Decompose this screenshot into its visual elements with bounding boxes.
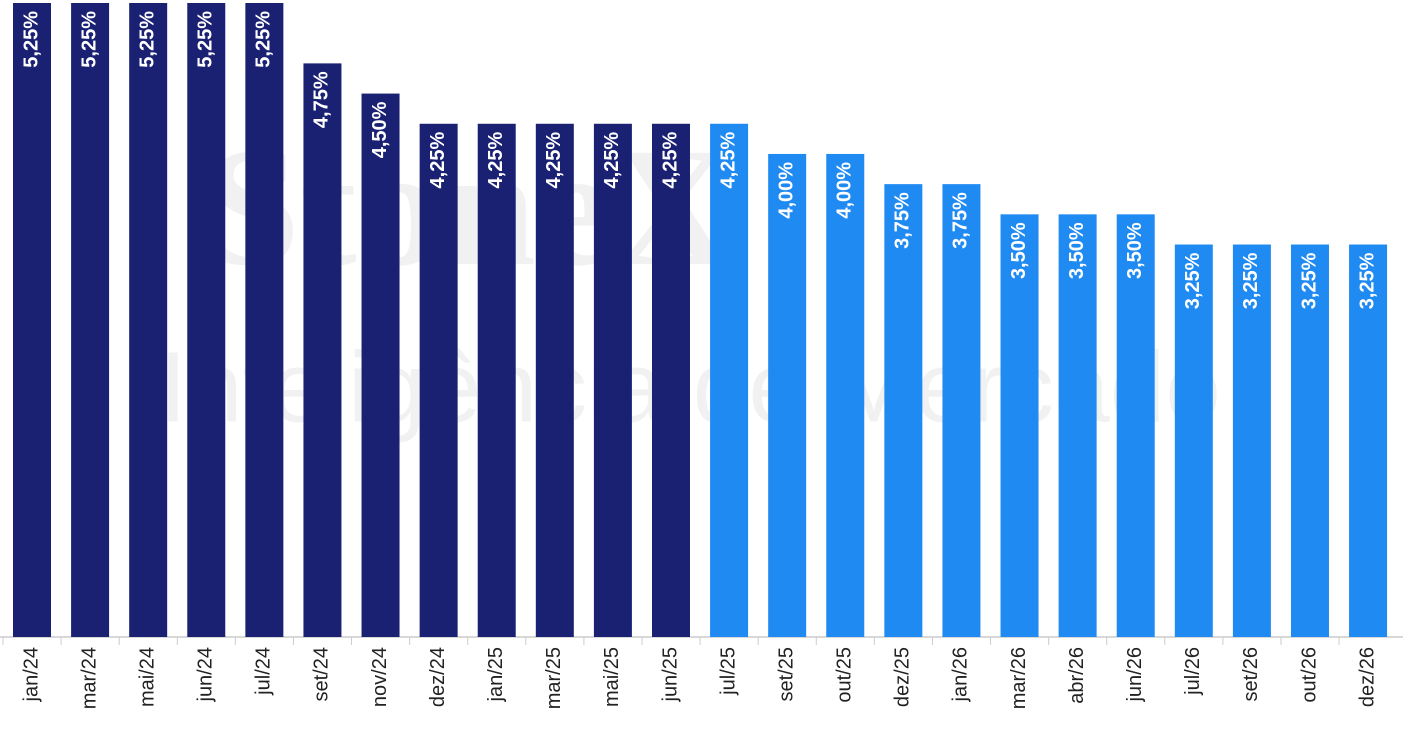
bar: [535, 123, 574, 637]
bar: [1174, 244, 1213, 637]
bar: [1349, 244, 1388, 637]
bar: [71, 3, 110, 637]
value-label: 4,25%: [717, 132, 739, 189]
bar: [1058, 214, 1097, 638]
x-tick-label: jul/26: [1182, 647, 1204, 696]
value-label: 5,25%: [253, 11, 275, 68]
value-label: 4,00%: [834, 162, 856, 219]
value-label: 4,25%: [427, 132, 449, 189]
x-tick-label: jul/24: [253, 647, 275, 696]
value-label: 3,50%: [1124, 222, 1146, 279]
value-label: 3,50%: [1008, 222, 1030, 279]
bar: [593, 123, 632, 637]
x-tick-label: jun/25: [659, 647, 681, 703]
value-label: 3,25%: [1240, 252, 1262, 309]
value-label: 4,00%: [775, 162, 797, 219]
value-label: 3,75%: [892, 192, 914, 249]
x-tick-label: abr/26: [1066, 647, 1088, 704]
value-label: 5,25%: [136, 11, 158, 68]
value-label: 3,25%: [1182, 252, 1204, 309]
x-tick-label: mai/24: [136, 647, 158, 707]
x-tick-label: out/26: [1298, 647, 1320, 703]
bar: [13, 3, 51, 637]
value-label: 4,75%: [311, 71, 333, 128]
x-tick-label: out/25: [834, 647, 856, 703]
x-tick-label: dez/26: [1356, 647, 1378, 707]
bar: [245, 3, 284, 637]
value-label: 3,50%: [1066, 222, 1088, 279]
value-label: 3,25%: [1298, 252, 1320, 309]
x-tick-label: mai/25: [601, 647, 623, 707]
x-tick-label: jun/24: [195, 647, 217, 703]
value-label: 3,75%: [950, 192, 972, 249]
bar: [1116, 214, 1155, 638]
bar: [1000, 214, 1039, 638]
bar: [710, 123, 749, 637]
bar: [768, 153, 807, 637]
x-tick-label: jul/25: [717, 647, 739, 696]
value-label: 5,25%: [195, 11, 217, 68]
value-label: 4,50%: [369, 101, 391, 158]
bar: [477, 123, 516, 637]
x-tick-label: set/26: [1240, 647, 1262, 701]
bar: [826, 153, 865, 637]
x-tick-label: mar/26: [1008, 647, 1030, 709]
x-tick-label: mar/24: [78, 647, 100, 709]
x-tick-label: nov/24: [369, 647, 391, 707]
x-tick-label: dez/24: [427, 647, 449, 707]
bar: [884, 184, 923, 637]
x-tick-label: jan/25: [485, 647, 507, 703]
x-tick-label: jun/26: [1124, 647, 1146, 703]
value-label: 3,25%: [1356, 252, 1378, 309]
value-label: 4,25%: [601, 132, 623, 189]
bar: [942, 184, 981, 637]
bar: [1232, 244, 1271, 637]
value-label: 5,25%: [20, 11, 42, 68]
bar: [419, 123, 458, 637]
x-tick-label: mar/25: [543, 647, 565, 709]
x-tick-label: set/25: [775, 647, 797, 701]
bar: [1290, 244, 1329, 637]
bar: [187, 3, 226, 637]
watermark: StoneX: [206, 113, 735, 301]
value-label: 5,25%: [78, 11, 100, 68]
bar: [129, 3, 168, 637]
bar: [361, 93, 400, 638]
value-label: 4,25%: [543, 132, 565, 189]
value-label: 4,25%: [659, 132, 681, 189]
x-tick-label: dez/25: [892, 647, 914, 707]
x-tick-label: jan/26: [950, 647, 972, 703]
x-tick-label: set/24: [311, 647, 333, 701]
bar: [303, 63, 342, 637]
x-tick-label: jan/24: [20, 647, 42, 703]
value-label: 4,25%: [485, 132, 507, 189]
bar: [651, 123, 690, 637]
